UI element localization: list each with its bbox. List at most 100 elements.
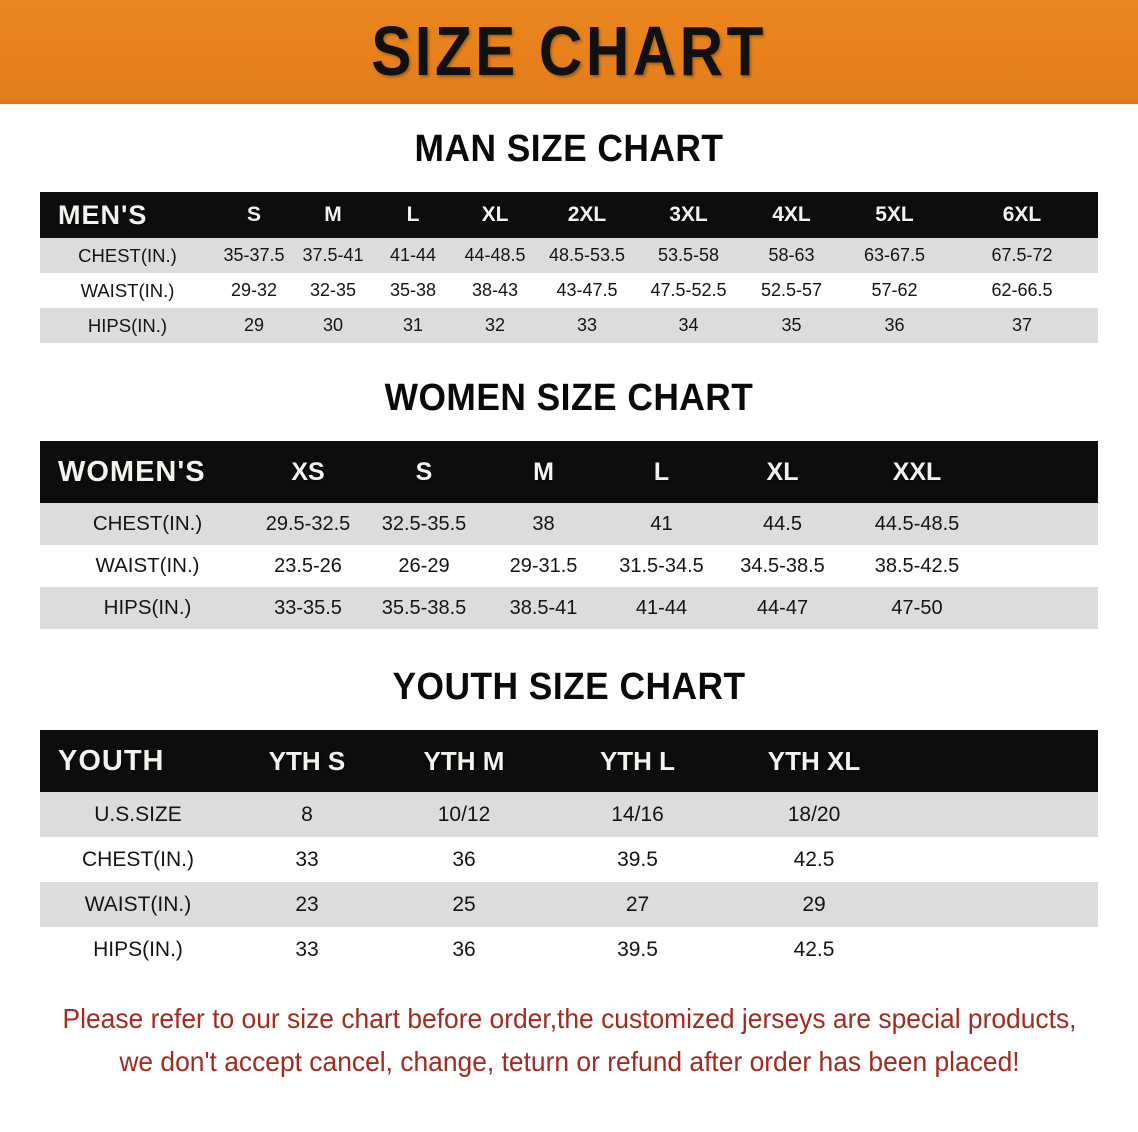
women-chest-xxl: 44.5-48.5 [842,503,992,545]
men-hips-l: 31 [373,308,453,343]
table-row: HIPS(IN.) 33-35.5 35.5-38.5 38.5-41 41-4… [40,587,1098,629]
men-hips-xl: 32 [453,308,537,343]
table-row: CHEST(IN.) 29.5-32.5 32.5-35.5 38 41 44.… [40,503,1098,545]
youth-col-header-l: YTH L [599,745,676,776]
men-chest-4xl: 58-63 [740,238,843,273]
youth-ussize-spacer [903,792,1098,837]
men-hips-2xl: 33 [537,308,637,343]
women-col-header-s: S [415,457,433,486]
women-hips-spacer [992,587,1098,629]
women-size-table: WOMEN'S XS S M L XL XXL CHEST(IN.) 29.5-… [40,441,1098,629]
women-table-header-row: WOMEN'S XS S M L XL XXL [40,441,1098,503]
women-hips-s: 35.5-38.5 [361,587,487,629]
youth-table-header-row: YOUTH YTH S YTH M YTH L YTH XL [40,730,1098,792]
men-hips-6xl: 37 [946,308,1098,343]
men-col-header-xl: XL [481,203,509,226]
youth-hips-xl: 42.5 [725,927,903,972]
men-chest-6xl: 67.5-72 [946,238,1098,273]
women-col-header-l: L [653,457,670,486]
youth-row-label-ussize: U.S.SIZE [40,792,236,837]
youth-col-header-m: YTH M [423,745,505,776]
men-col-header-l: L [406,203,420,226]
women-hips-m: 38.5-41 [487,587,600,629]
youth-col-header-xl: YTH XL [767,745,861,776]
women-row-label-waist: WAIST(IN.) [40,545,255,587]
women-waist-xxl: 38.5-42.5 [842,545,992,587]
men-row-label-chest: CHEST(IN.) [40,238,215,273]
men-hips-m: 30 [293,308,373,343]
women-hips-l: 41-44 [600,587,723,629]
men-row-label-hips: HIPS(IN.) [40,308,215,343]
youth-corner-label: YOUTH [58,744,165,777]
return-policy-note-line1: Please refer to our size chart before or… [62,1003,1076,1034]
youth-ussize-m: 10/12 [378,792,550,837]
men-corner-label: MEN'S [58,199,148,230]
youth-hips-spacer [903,927,1098,972]
page-banner: SIZE CHART [0,0,1138,104]
men-hips-4xl: 35 [740,308,843,343]
men-waist-2xl: 43-47.5 [537,273,637,308]
men-chest-l: 41-44 [373,238,453,273]
youth-chest-l: 39.5 [550,837,725,882]
youth-waist-m: 25 [378,882,550,927]
women-row-label-hips: HIPS(IN.) [40,587,255,629]
women-col-header-m: M [533,457,554,486]
women-chest-spacer [992,503,1098,545]
men-chest-5xl: 63-67.5 [843,238,946,273]
youth-col-header-s: YTH S [268,745,346,776]
women-waist-l: 31.5-34.5 [600,545,723,587]
men-waist-xl: 38-43 [453,273,537,308]
women-col-header-xxl: XXL [892,457,942,486]
women-col-header-xs: XS [291,457,325,486]
table-row: HIPS(IN.) 29 30 31 32 33 34 35 36 37 [40,308,1098,343]
youth-ussize-s: 8 [236,792,378,837]
youth-waist-xl: 29 [725,882,903,927]
youth-chest-s: 33 [236,837,378,882]
youth-chest-xl: 42.5 [725,837,903,882]
youth-row-label-waist: WAIST(IN.) [40,882,236,927]
women-waist-m: 29-31.5 [487,545,600,587]
women-row-label-chest: CHEST(IN.) [40,503,255,545]
men-col-header-4xl: 4XL [772,203,811,226]
youth-hips-s: 33 [236,927,378,972]
men-size-table: MEN'S S M L XL 2XL 3XL 4XL 5XL 6XL CHEST… [40,192,1098,343]
men-waist-5xl: 57-62 [843,273,946,308]
women-chest-s: 32.5-35.5 [361,503,487,545]
women-hips-xs: 33-35.5 [255,587,361,629]
youth-hips-m: 36 [378,927,550,972]
women-hips-xl: 44-47 [723,587,842,629]
youth-row-label-chest: CHEST(IN.) [40,837,236,882]
women-chest-xl: 44.5 [723,503,842,545]
youth-size-table: YOUTH YTH S YTH M YTH L YTH XL U.S.SIZE … [40,730,1098,972]
table-row: HIPS(IN.) 33 36 39.5 42.5 [40,927,1098,972]
women-waist-xs: 23.5-26 [255,545,361,587]
men-col-header-m: M [324,203,342,226]
women-chest-l: 41 [600,503,723,545]
youth-chest-m: 36 [378,837,550,882]
women-waist-spacer [992,545,1098,587]
women-chest-xs: 29.5-32.5 [255,503,361,545]
men-waist-6xl: 62-66.5 [946,273,1098,308]
table-row: CHEST(IN.) 35-37.5 37.5-41 41-44 44-48.5… [40,238,1098,273]
men-waist-l: 35-38 [373,273,453,308]
men-waist-s: 29-32 [215,273,293,308]
men-hips-5xl: 36 [843,308,946,343]
men-col-header-6xl: 6XL [1002,203,1042,226]
men-waist-m: 32-35 [293,273,373,308]
men-chest-s: 35-37.5 [215,238,293,273]
women-corner-label: WOMEN'S [58,455,206,488]
men-col-header-5xl: 5XL [875,203,914,226]
youth-col-header-spacer [903,730,1098,792]
youth-waist-s: 23 [236,882,378,927]
section-heading-youth: YOUTH SIZE CHART [392,666,746,708]
women-chest-m: 38 [487,503,600,545]
men-col-header-3xl: 3XL [669,203,708,226]
men-chest-3xl: 53.5-58 [637,238,740,273]
men-chest-xl: 44-48.5 [453,238,537,273]
youth-waist-spacer [903,882,1098,927]
women-col-header-spacer [992,441,1098,503]
table-row: WAIST(IN.) 23.5-26 26-29 29-31.5 31.5-34… [40,545,1098,587]
table-row: U.S.SIZE 8 10/12 14/16 18/20 [40,792,1098,837]
youth-ussize-l: 14/16 [550,792,725,837]
